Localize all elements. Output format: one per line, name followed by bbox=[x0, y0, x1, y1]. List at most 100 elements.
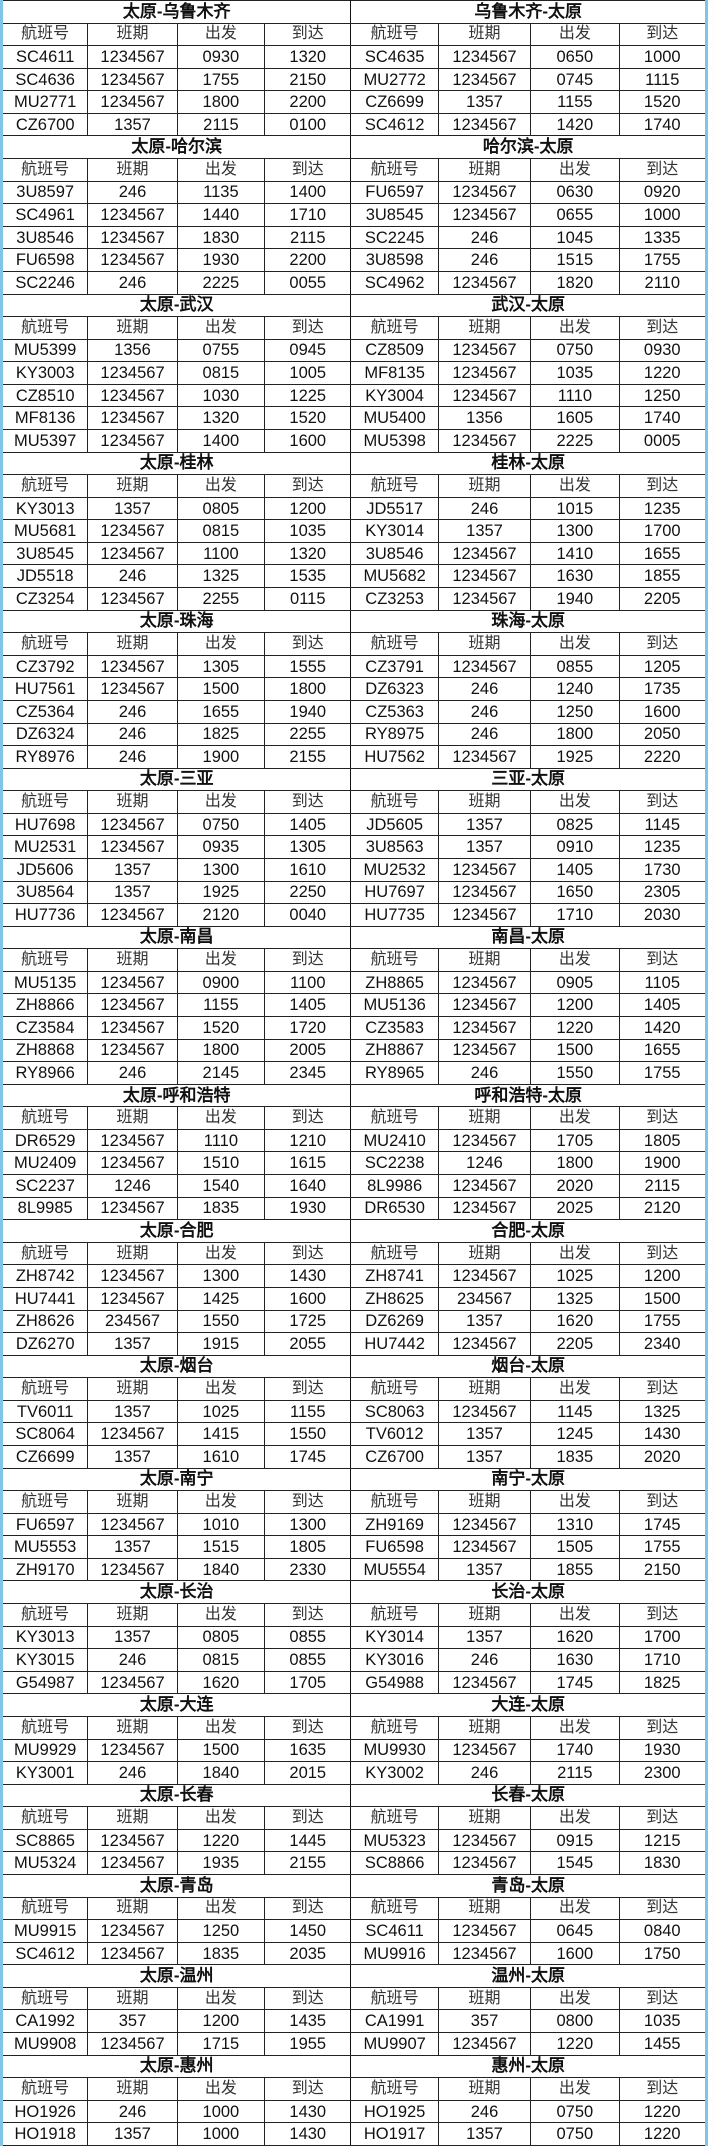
flight-number: MU9930 bbox=[350, 1738, 439, 1763]
schedule-days: 246 bbox=[437, 677, 532, 701]
departure-time: 1800 bbox=[176, 1038, 266, 1063]
arrival-time: 1520 bbox=[264, 406, 352, 430]
arrival-time: 2120 bbox=[618, 1196, 708, 1221]
flight-number: HO1926 bbox=[0, 2099, 89, 2124]
route-title: 温州-太原 bbox=[350, 1964, 707, 1988]
arrival-time: 1720 bbox=[264, 1016, 352, 1040]
departure-time: 2225 bbox=[530, 428, 620, 453]
departure-time: 1655 bbox=[176, 699, 266, 724]
arrival-time: 1215 bbox=[618, 1828, 708, 1853]
arrival-time: 2115 bbox=[618, 1174, 708, 1198]
arrival-time: 2035 bbox=[264, 1941, 352, 1966]
route-title: 合肥-太原 bbox=[350, 1219, 707, 1243]
departure-time: 2255 bbox=[176, 587, 266, 611]
departure-time: 1010 bbox=[176, 1512, 266, 1537]
departure-time: 1155 bbox=[530, 90, 620, 114]
column-header-row: 航班号 班期 出发 到达 航班号 班期 出发 到达 bbox=[0, 790, 708, 814]
flight-number: MU2531 bbox=[0, 835, 89, 859]
arrival-time: 1450 bbox=[264, 1919, 352, 1943]
column-header: 航班号 bbox=[350, 948, 439, 972]
column-header: 出发 bbox=[176, 316, 266, 340]
schedule-days: 1357 bbox=[87, 2122, 178, 2146]
column-header: 班期 bbox=[437, 2077, 532, 2101]
flight-number: MU2771 bbox=[0, 90, 89, 114]
arrival-time: 1320 bbox=[264, 45, 352, 69]
arrival-time: 1145 bbox=[618, 812, 708, 837]
departure-time: 1240 bbox=[530, 677, 620, 701]
departure-time: 1515 bbox=[176, 1535, 266, 1559]
schedule-days: 1234567 bbox=[87, 519, 178, 543]
arrival-time: 0840 bbox=[618, 1919, 708, 1943]
flight-row: HU7561 1234567 1500 1800 DZ6323 246 1240 1735 bbox=[0, 677, 708, 701]
arrival-time: 1225 bbox=[264, 383, 352, 408]
flight-row: KY3015 246 0815 0855 KY3016 246 1630 1710 bbox=[0, 1648, 708, 1672]
schedule-days: 1234567 bbox=[87, 248, 178, 272]
arrival-time: 1805 bbox=[618, 1128, 708, 1153]
schedule-days: 1357 bbox=[437, 1557, 532, 1582]
flight-number: MU5554 bbox=[350, 1557, 439, 1582]
route-title: 太原-珠海 bbox=[0, 609, 352, 634]
schedule-days: 1234567 bbox=[87, 90, 178, 114]
arrival-time: 2155 bbox=[264, 745, 352, 769]
arrival-time: 2205 bbox=[618, 587, 708, 611]
flight-number: RY8965 bbox=[350, 1061, 439, 1085]
flight-row: 3U8597 246 1135 1400 FU6597 1234567 0630 0920 bbox=[0, 180, 708, 205]
arrival-time: 1800 bbox=[264, 677, 352, 701]
flight-number: MF8136 bbox=[0, 406, 89, 430]
schedule-days: 1234567 bbox=[437, 970, 532, 995]
schedule-days: 246 bbox=[437, 1761, 532, 1785]
flight-row: 3U8564 1357 1925 2250 HU7697 1234567 1650 2305 bbox=[0, 880, 708, 905]
flight-number: DZ6269 bbox=[350, 1309, 439, 1334]
arrival-time: 1755 bbox=[618, 1061, 708, 1085]
column-header-row: 航班号 班期 出发 到达 航班号 班期 出发 到达 bbox=[0, 2077, 708, 2101]
column-header: 出发 bbox=[176, 1106, 266, 1130]
departure-time: 2225 bbox=[176, 270, 266, 295]
flight-number: SC4612 bbox=[350, 112, 439, 137]
flight-number: MU9916 bbox=[350, 1941, 439, 1966]
schedule-days: 246 bbox=[437, 496, 532, 521]
arrival-time: 0945 bbox=[264, 338, 352, 363]
column-header: 到达 bbox=[618, 2077, 708, 2101]
schedule-days: 1234567 bbox=[87, 654, 178, 679]
schedule-days: 1357 bbox=[437, 1625, 532, 1650]
flight-number: MU9929 bbox=[0, 1738, 89, 1763]
departure-time: 0900 bbox=[176, 970, 266, 995]
column-header: 航班号 bbox=[350, 790, 439, 814]
arrival-time: 1725 bbox=[264, 1309, 352, 1334]
flight-number: TV6011 bbox=[0, 1399, 89, 1424]
column-header: 航班号 bbox=[350, 1377, 439, 1401]
departure-time: 1325 bbox=[176, 564, 266, 589]
departure-time: 1245 bbox=[530, 1422, 620, 1446]
departure-time: 1500 bbox=[176, 677, 266, 701]
arrival-time: 1220 bbox=[618, 2099, 708, 2124]
column-header: 班期 bbox=[87, 632, 178, 656]
arrival-time: 0040 bbox=[264, 903, 352, 927]
flight-row: HU7441 1234567 1425 1600 ZH8625 234567 1325 150… bbox=[0, 1286, 708, 1311]
arrival-time: 1900 bbox=[618, 1151, 708, 1176]
schedule-days: 1357 bbox=[437, 812, 532, 837]
flight-row: MF8136 1234567 1320 1520 MU5400 1356 1605 1740 bbox=[0, 406, 708, 430]
schedule-days: 1234567 bbox=[437, 180, 532, 205]
column-header-row: 航班号 班期 出发 到达 航班号 班期 出发 到达 bbox=[0, 1986, 708, 2011]
column-header: 航班号 bbox=[350, 1490, 439, 1514]
departure-time: 1500 bbox=[176, 1738, 266, 1763]
column-header: 航班号 bbox=[350, 1715, 439, 1740]
column-header: 到达 bbox=[618, 1806, 708, 1830]
arrival-time: 0855 bbox=[264, 1625, 352, 1650]
flight-row: SC2237 1246 1540 1640 8L9986 1234567 2020 2115 bbox=[0, 1174, 708, 1198]
arrival-time: 1155 bbox=[264, 1399, 352, 1424]
column-header: 航班号 bbox=[0, 1986, 89, 2011]
flight-row: CZ3584 1234567 1520 1720 CZ3583 1234567 1220 14… bbox=[0, 1016, 708, 1040]
column-header: 班期 bbox=[437, 158, 532, 182]
departure-time: 1710 bbox=[530, 903, 620, 927]
flight-row: 3U8546 1234567 1830 2115 SC2245 246 1045 1335 bbox=[0, 225, 708, 250]
column-header: 出发 bbox=[176, 1490, 266, 1514]
arrival-time: 1430 bbox=[264, 2099, 352, 2124]
departure-time: 0750 bbox=[176, 812, 266, 837]
departure-time: 0745 bbox=[530, 67, 620, 92]
flight-number: SC4612 bbox=[0, 1941, 89, 1966]
column-header: 班期 bbox=[437, 1986, 532, 2011]
flight-number: KY3015 bbox=[0, 1648, 89, 1672]
schedule-days: 1234567 bbox=[87, 406, 178, 430]
